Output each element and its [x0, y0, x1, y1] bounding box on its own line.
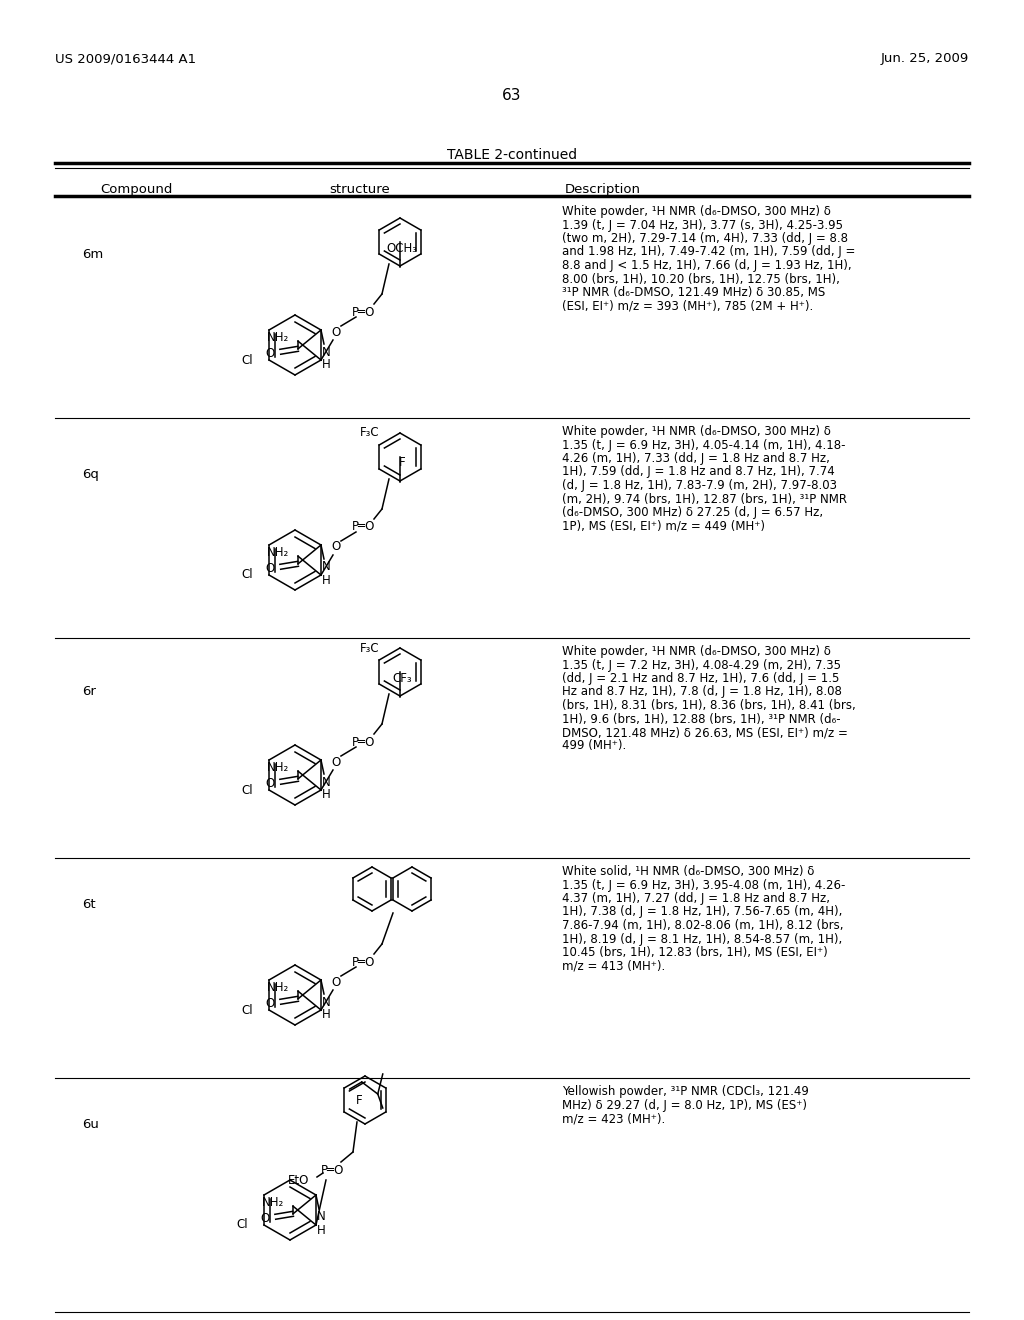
Text: H: H — [322, 1008, 331, 1022]
Text: 1.35 (t, J = 6.9 Hz, 3H), 4.05-4.14 (m, 1H), 4.18-: 1.35 (t, J = 6.9 Hz, 3H), 4.05-4.14 (m, … — [562, 438, 846, 451]
Text: 8.8 and J < 1.5 Hz, 1H), 7.66 (d, J = 1.93 Hz, 1H),: 8.8 and J < 1.5 Hz, 1H), 7.66 (d, J = 1.… — [562, 259, 852, 272]
Text: H: H — [322, 788, 331, 801]
Text: P═O: P═O — [352, 956, 376, 969]
Text: (ESI, EI⁺) m/z = 393 (MH⁺), 785 (2M + H⁺).: (ESI, EI⁺) m/z = 393 (MH⁺), 785 (2M + H⁺… — [562, 300, 813, 313]
Text: H: H — [322, 573, 331, 586]
Text: 1H), 8.19 (d, J = 8.1 Hz, 1H), 8.54-8.57 (m, 1H),: 1H), 8.19 (d, J = 8.1 Hz, 1H), 8.54-8.57… — [562, 932, 843, 945]
Text: 8.00 (brs, 1H), 10.20 (brs, 1H), 12.75 (brs, 1H),: 8.00 (brs, 1H), 10.20 (brs, 1H), 12.75 (… — [562, 272, 840, 285]
Text: 7.86-7.94 (m, 1H), 8.02-8.06 (m, 1H), 8.12 (brs,: 7.86-7.94 (m, 1H), 8.02-8.06 (m, 1H), 8.… — [562, 919, 844, 932]
Text: O: O — [266, 562, 275, 576]
Text: N: N — [322, 346, 331, 359]
Text: NH₂: NH₂ — [262, 1196, 285, 1209]
Text: DMSO, 121.48 MHz) δ 26.63, MS (ESI, EI⁺) m/z =: DMSO, 121.48 MHz) δ 26.63, MS (ESI, EI⁺)… — [562, 726, 848, 739]
Text: O: O — [332, 755, 341, 768]
Text: EtO: EtO — [289, 1173, 309, 1187]
Text: 6u: 6u — [82, 1118, 99, 1131]
Text: 1H), 7.38 (d, J = 1.8 Hz, 1H), 7.56-7.65 (m, 4H),: 1H), 7.38 (d, J = 1.8 Hz, 1H), 7.56-7.65… — [562, 906, 843, 919]
Text: P═O: P═O — [352, 520, 376, 533]
Text: (d₆-DMSO, 300 MHz) δ 27.25 (d, J = 6.57 Hz,: (d₆-DMSO, 300 MHz) δ 27.25 (d, J = 6.57 … — [562, 506, 823, 519]
Text: Cl: Cl — [242, 784, 253, 796]
Text: N: N — [322, 561, 331, 573]
Text: O: O — [266, 347, 275, 360]
Text: US 2009/0163444 A1: US 2009/0163444 A1 — [55, 51, 197, 65]
Text: 63: 63 — [502, 88, 522, 103]
Text: NH₂: NH₂ — [267, 546, 290, 560]
Text: (d, J = 1.8 Hz, 1H), 7.83-7.9 (m, 2H), 7.97-8.03: (d, J = 1.8 Hz, 1H), 7.83-7.9 (m, 2H), 7… — [562, 479, 837, 492]
Text: White powder, ¹H NMR (d₆-DMSO, 300 MHz) δ: White powder, ¹H NMR (d₆-DMSO, 300 MHz) … — [562, 205, 830, 218]
Text: (dd, J = 2.1 Hz and 8.7 Hz, 1H), 7.6 (dd, J = 1.5: (dd, J = 2.1 Hz and 8.7 Hz, 1H), 7.6 (dd… — [562, 672, 840, 685]
Text: White solid, ¹H NMR (d₆-DMSO, 300 MHz) δ: White solid, ¹H NMR (d₆-DMSO, 300 MHz) δ — [562, 865, 814, 878]
Text: m/z = 423 (MH⁺).: m/z = 423 (MH⁺). — [562, 1111, 666, 1125]
Text: White powder, ¹H NMR (d₆-DMSO, 300 MHz) δ: White powder, ¹H NMR (d₆-DMSO, 300 MHz) … — [562, 645, 830, 657]
Text: 4.37 (m, 1H), 7.27 (dd, J = 1.8 Hz and 8.7 Hz,: 4.37 (m, 1H), 7.27 (dd, J = 1.8 Hz and 8… — [562, 892, 830, 906]
Text: F₃C: F₃C — [360, 642, 380, 655]
Text: 6q: 6q — [82, 469, 99, 480]
Text: Jun. 25, 2009: Jun. 25, 2009 — [881, 51, 969, 65]
Text: 6r: 6r — [82, 685, 96, 698]
Text: NH₂: NH₂ — [267, 981, 290, 994]
Text: MHz) δ 29.27 (d, J = 8.0 Hz, 1P), MS (ES⁺): MHz) δ 29.27 (d, J = 8.0 Hz, 1P), MS (ES… — [562, 1098, 807, 1111]
Text: (brs, 1H), 8.31 (brs, 1H), 8.36 (brs, 1H), 8.41 (brs,: (brs, 1H), 8.31 (brs, 1H), 8.36 (brs, 1H… — [562, 700, 856, 711]
Text: F₃C: F₃C — [360, 426, 380, 440]
Text: 4.26 (m, 1H), 7.33 (dd, J = 1.8 Hz and 8.7 Hz,: 4.26 (m, 1H), 7.33 (dd, J = 1.8 Hz and 8… — [562, 451, 829, 465]
Text: O: O — [332, 975, 341, 989]
Text: 499 (MH⁺).: 499 (MH⁺). — [562, 739, 627, 752]
Text: H: H — [316, 1224, 326, 1237]
Text: O: O — [266, 997, 275, 1010]
Text: P═O: P═O — [352, 305, 376, 318]
Text: O: O — [261, 1212, 270, 1225]
Text: and 1.98 Hz, 1H), 7.49-7.42 (m, 1H), 7.59 (dd, J =: and 1.98 Hz, 1H), 7.49-7.42 (m, 1H), 7.5… — [562, 246, 855, 259]
Text: Cl: Cl — [242, 354, 253, 367]
Text: Cl: Cl — [242, 569, 253, 582]
Text: O: O — [266, 777, 275, 789]
Text: White powder, ¹H NMR (d₆-DMSO, 300 MHz) δ: White powder, ¹H NMR (d₆-DMSO, 300 MHz) … — [562, 425, 830, 438]
Text: CF₃: CF₃ — [392, 672, 412, 685]
Text: TABLE 2-continued: TABLE 2-continued — [446, 148, 578, 162]
Text: 1.35 (t, J = 7.2 Hz, 3H), 4.08-4.29 (m, 2H), 7.35: 1.35 (t, J = 7.2 Hz, 3H), 4.08-4.29 (m, … — [562, 659, 841, 672]
Text: Cl: Cl — [237, 1218, 248, 1232]
Text: P═O: P═O — [352, 735, 376, 748]
Text: 6t: 6t — [82, 898, 95, 911]
Text: (m, 2H), 9.74 (brs, 1H), 12.87 (brs, 1H), ³¹P NMR: (m, 2H), 9.74 (brs, 1H), 12.87 (brs, 1H)… — [562, 492, 847, 506]
Text: F: F — [398, 457, 406, 470]
Text: 6m: 6m — [82, 248, 103, 261]
Text: 10.45 (brs, 1H), 12.83 (brs, 1H), MS (ESI, EI⁺): 10.45 (brs, 1H), 12.83 (brs, 1H), MS (ES… — [562, 946, 827, 960]
Text: N: N — [322, 776, 331, 788]
Text: N: N — [322, 995, 331, 1008]
Text: N: N — [316, 1210, 326, 1224]
Text: NH₂: NH₂ — [267, 762, 290, 775]
Text: m/z = 413 (MH⁺).: m/z = 413 (MH⁺). — [562, 960, 666, 973]
Text: P═O: P═O — [322, 1163, 345, 1176]
Text: 1H), 9.6 (brs, 1H), 12.88 (brs, 1H), ³¹P NMR (d₆-: 1H), 9.6 (brs, 1H), 12.88 (brs, 1H), ³¹P… — [562, 713, 841, 726]
Text: 1H), 7.59 (dd, J = 1.8 Hz and 8.7 Hz, 1H), 7.74: 1H), 7.59 (dd, J = 1.8 Hz and 8.7 Hz, 1H… — [562, 466, 835, 479]
Text: (two m, 2H), 7.29-7.14 (m, 4H), 7.33 (dd, J = 8.8: (two m, 2H), 7.29-7.14 (m, 4H), 7.33 (dd… — [562, 232, 848, 246]
Text: Hz and 8.7 Hz, 1H), 7.8 (d, J = 1.8 Hz, 1H), 8.08: Hz and 8.7 Hz, 1H), 7.8 (d, J = 1.8 Hz, … — [562, 685, 842, 698]
Text: ³¹P NMR (d₆-DMSO, 121.49 MHz) δ 30.85, MS: ³¹P NMR (d₆-DMSO, 121.49 MHz) δ 30.85, M… — [562, 286, 825, 300]
Text: 1.39 (t, J = 7.04 Hz, 3H), 3.77 (s, 3H), 4.25-3.95: 1.39 (t, J = 7.04 Hz, 3H), 3.77 (s, 3H),… — [562, 219, 843, 231]
Text: 1P), MS (ESI, EI⁺) m/z = 449 (MH⁺): 1P), MS (ESI, EI⁺) m/z = 449 (MH⁺) — [562, 520, 765, 532]
Text: OCH₃: OCH₃ — [386, 242, 418, 255]
Text: F: F — [356, 1093, 362, 1106]
Text: Description: Description — [565, 183, 641, 195]
Text: H: H — [322, 359, 331, 371]
Text: O: O — [332, 326, 341, 338]
Text: NH₂: NH₂ — [267, 331, 290, 345]
Text: Yellowish powder, ³¹P NMR (CDCl₃, 121.49: Yellowish powder, ³¹P NMR (CDCl₃, 121.49 — [562, 1085, 809, 1098]
Text: structure: structure — [330, 183, 390, 195]
Text: Cl: Cl — [242, 1003, 253, 1016]
Text: Compound: Compound — [100, 183, 172, 195]
Text: O: O — [332, 540, 341, 553]
Text: 1.35 (t, J = 6.9 Hz, 3H), 3.95-4.08 (m, 1H), 4.26-: 1.35 (t, J = 6.9 Hz, 3H), 3.95-4.08 (m, … — [562, 879, 846, 891]
